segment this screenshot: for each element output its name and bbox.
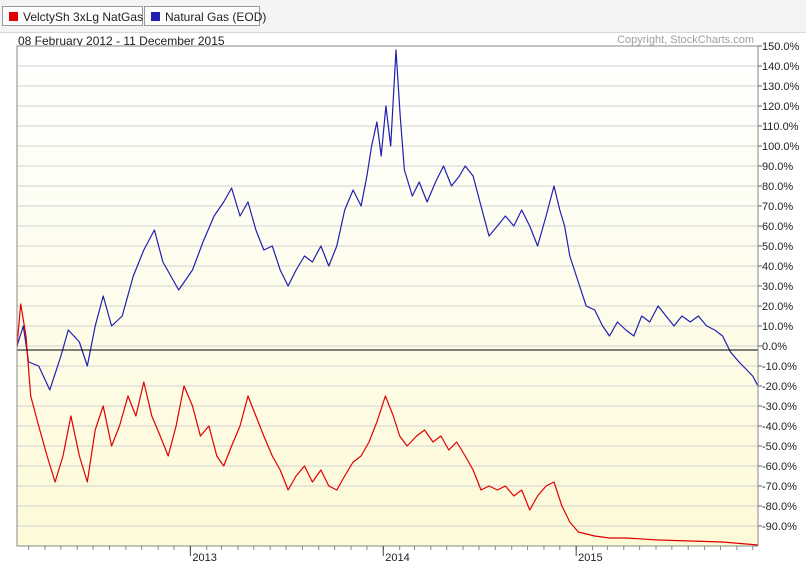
legend-label: VelctySh 3xLg NatGas (23, 10, 144, 24)
series-lines (16, 49, 759, 546)
y-tick-label: 10.0% (762, 321, 793, 333)
y-tick-label: 140.0% (762, 61, 800, 73)
x-tick-label: 2014 (385, 552, 409, 564)
y-tick-label: -90.0% (762, 521, 797, 533)
grid-lines (17, 45, 758, 527)
y-tick-label: -50.0% (762, 441, 797, 453)
y-tick-label: 40.0% (762, 261, 793, 273)
legend-label: Natural Gas (EOD) (165, 10, 267, 24)
plot-border (16, 45, 759, 547)
y-tick-label: -40.0% (762, 421, 797, 433)
y-tick-label: 60.0% (762, 221, 793, 233)
y-tick-label: 150.0% (762, 41, 800, 53)
series-line-velctysh-3xlg-natgas (16, 303, 759, 546)
red-square-icon (9, 12, 18, 21)
y-tick-label: -80.0% (762, 501, 797, 513)
legend-item-natural-gas[interactable]: Natural Gas (EOD) (144, 6, 266, 26)
y-tick-label: 110.0% (762, 121, 799, 133)
y-tick-label: 50.0% (762, 241, 793, 253)
y-tick-label: -30.0% (762, 401, 797, 413)
series-line-natural-gas-eod (16, 49, 759, 391)
y-tick-label: 80.0% (762, 181, 793, 193)
y-tick-label: -70.0% (762, 481, 797, 493)
copyright-notice: Copyright, StockCharts.com (617, 34, 754, 46)
y-tick-label: -60.0% (762, 461, 797, 473)
x-tick-label: 2013 (192, 552, 216, 564)
x-tick-label: 2015 (578, 552, 602, 564)
y-axis: 150.0% 140.0% 130.0% 120.0% 110.0% 100.0% 90.0… (758, 41, 800, 533)
y-tick-label: 70.0% (762, 201, 793, 213)
y-tick-label: 100.0% (762, 141, 800, 153)
date-range: 08 February 2012 - 11 December 2015 (18, 34, 225, 48)
y-tick-label: 30.0% (762, 281, 793, 293)
y-tick-label: -20.0% (762, 381, 797, 393)
y-tick-label: 20.0% (762, 301, 793, 313)
legend-item-velocityshares[interactable]: VelctySh 3xLg NatGas (2, 6, 143, 26)
y-tick-label: 130.0% (762, 81, 800, 93)
y-tick-label: 120.0% (762, 101, 800, 113)
legend-bar: VelctySh 3xLg NatGas Natural Gas (EOD) (0, 0, 806, 33)
x-axis: 2013 2014 2015 (28, 546, 754, 564)
y-tick-label: 0.0% (762, 341, 787, 353)
plot-area (17, 46, 758, 546)
blue-square-icon (151, 12, 160, 21)
y-tick-label: -10.0% (762, 361, 797, 373)
y-tick-label: 90.0% (762, 161, 793, 173)
